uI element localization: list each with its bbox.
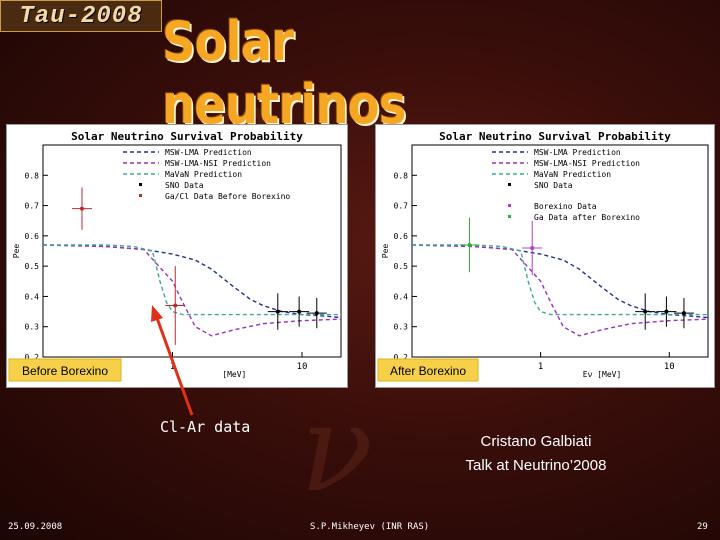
data-point [173, 303, 178, 308]
y-tick-label: 0.2 [394, 353, 409, 362]
x-axis-label: Eν [MeV] [583, 370, 622, 379]
series-line [411, 244, 709, 337]
legend-marker [508, 215, 511, 218]
y-tick-label: 0.4 [394, 292, 409, 301]
y-tick-label: 0.3 [25, 323, 40, 332]
series-line [412, 244, 708, 316]
y-tick-label: 0.2 [25, 353, 40, 362]
y-tick-label: 0.5 [394, 262, 409, 271]
y-tick-label: 0.4 [25, 292, 40, 301]
data-point [664, 309, 669, 314]
y-tick-label: 0.3 [394, 323, 409, 332]
footer-author: S.P.Mikheyev (INR RAS) [310, 522, 430, 532]
data-point [643, 309, 648, 314]
legend-marker [508, 204, 511, 207]
legend-label: SNO Data [165, 181, 204, 190]
data-point [275, 309, 280, 314]
legend-marker [508, 183, 511, 186]
data-point [297, 309, 302, 314]
x-tick-label: 10 [297, 362, 308, 372]
legend-label: Borexino Data [534, 202, 597, 211]
x-tick-label: 10 [664, 362, 675, 372]
legend-label: MSW-LMA-NSI Prediction [165, 159, 271, 168]
y-tick-label: 0.8 [394, 171, 409, 180]
legend-label: MaVaN Prediction [165, 170, 242, 179]
x-axis-label: [MeV] [222, 370, 246, 379]
y-tick-label: 0.7 [394, 202, 409, 211]
credit-block: Cristano Galbiati Talk at Neutrino’2008 [436, 430, 636, 478]
chart-svg-after: Solar Neutrino Survival Probability 0.2 0.… [377, 130, 709, 382]
badge-label: After Borexino [390, 364, 466, 378]
x-tick-label: 1 [170, 362, 175, 372]
legend-label: MSW-LMA Prediction [165, 148, 252, 157]
legend-label: Ga/Cl Data Before Borexino [165, 192, 290, 201]
credit-name: Cristano Galbiati [480, 433, 592, 450]
y-tick-label: 0.7 [25, 202, 40, 211]
credit-talk: Talk at Neutrino’2008 [465, 457, 607, 474]
legend-marker [139, 183, 142, 186]
y-axis-label: Pee [12, 244, 21, 259]
chart-title: Solar Neutrino Survival Probability [439, 130, 671, 143]
legend-label: SNO Data [534, 181, 573, 190]
plot-frame [411, 144, 709, 358]
chart-after-borexino: Solar Neutrino Survival Probability 0.2 0.… [375, 124, 715, 388]
chart-svg-before: Solar Neutrino Survival Probability 0.2 0.… [8, 130, 342, 382]
data-point [467, 242, 472, 247]
legend-label: MSW-LMA-NSI Prediction [534, 159, 640, 168]
legend-label: MaVaN Prediction [534, 170, 611, 179]
legend-marker [139, 194, 142, 197]
y-tick-label: 0.5 [25, 262, 40, 271]
data-point [314, 311, 319, 316]
chart-title: Solar Neutrino Survival Probability [71, 130, 303, 143]
nu-tau-watermark: ν [300, 380, 373, 519]
cl-ar-label: Cl-Ar data [160, 418, 251, 436]
chart-before-borexino: Solar Neutrino Survival Probability 0.2 0.… [6, 124, 348, 388]
y-tick-label: 0.8 [25, 171, 40, 180]
footer-page: 29 [697, 522, 708, 532]
series-line [42, 244, 342, 337]
legend-label: MSW-LMA Prediction [534, 148, 621, 157]
badge-label: Before Borexino [22, 364, 108, 378]
y-tick-label: 0.6 [394, 232, 409, 241]
data-point [530, 245, 535, 250]
series-line [43, 244, 341, 316]
x-tick-label: 1 [538, 362, 543, 372]
footer-date: 25.09.2008 [8, 522, 63, 532]
data-point [79, 206, 84, 211]
badge-box [8, 358, 122, 382]
y-axis-label: Pee [381, 244, 390, 259]
legend-label: Ga Data after Borexino [534, 213, 640, 222]
logo-text: Tau-2008 [19, 2, 143, 30]
badge-box [377, 358, 479, 382]
data-point [681, 311, 686, 316]
plot-frame [42, 144, 342, 358]
y-tick-label: 0.6 [25, 232, 40, 241]
conference-logo: Tau-2008 [0, 0, 162, 32]
